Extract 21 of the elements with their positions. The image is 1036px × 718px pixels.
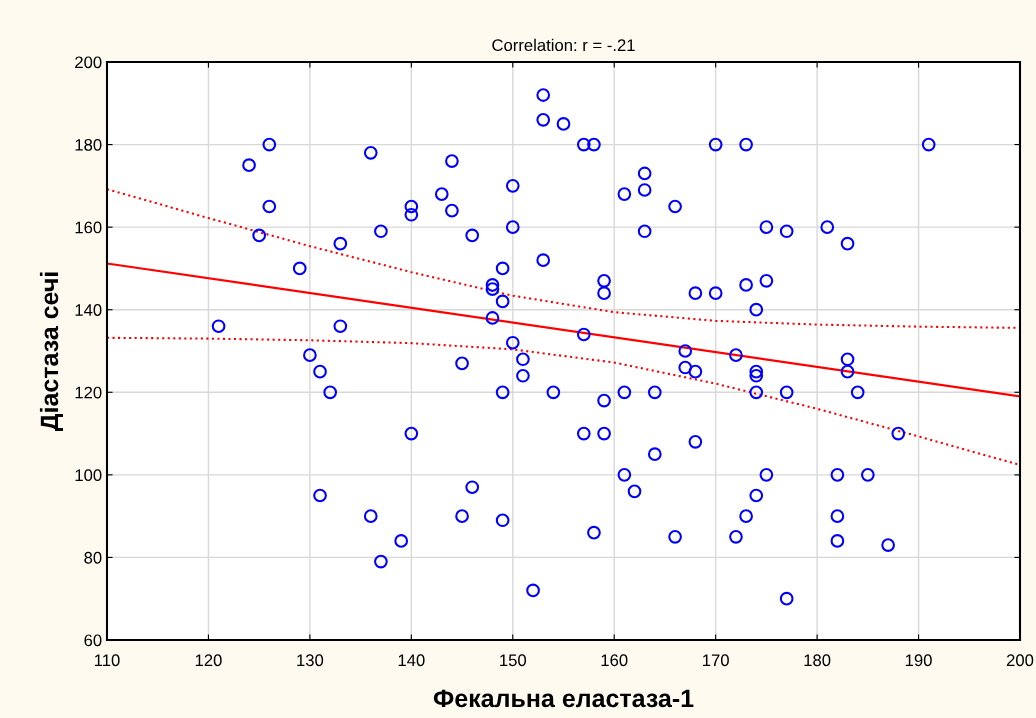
y-tick-label: 200 — [75, 56, 102, 69]
y-tick-label: 180 — [75, 138, 102, 151]
y-tick-label: 100 — [75, 469, 102, 482]
x-tick-label: 180 — [804, 654, 831, 667]
x-axis-title: Фекальна еластаза-1 — [433, 689, 694, 708]
x-tick-label: 110 — [94, 654, 120, 667]
y-tick-label: 120 — [75, 386, 102, 399]
y-tick-label: 140 — [75, 304, 102, 316]
y-axis-title: Діастаза сечі — [39, 272, 64, 432]
x-tick-label: 190 — [905, 654, 932, 667]
y-tick-label: 160 — [75, 221, 102, 234]
chart-title: Correlation: r = -.21 — [492, 38, 635, 52]
x-tick-label: 140 — [398, 654, 425, 667]
x-tick-label: 120 — [195, 654, 222, 667]
x-tick-label: 150 — [500, 654, 527, 667]
y-tick-label: 60 — [84, 634, 102, 647]
x-tick-label: 160 — [601, 654, 628, 667]
x-tick-label: 130 — [297, 654, 324, 667]
x-tick-label: 170 — [703, 654, 729, 667]
y-tick-label: 80 — [84, 551, 102, 564]
x-tick-label: 200 — [1006, 654, 1034, 667]
